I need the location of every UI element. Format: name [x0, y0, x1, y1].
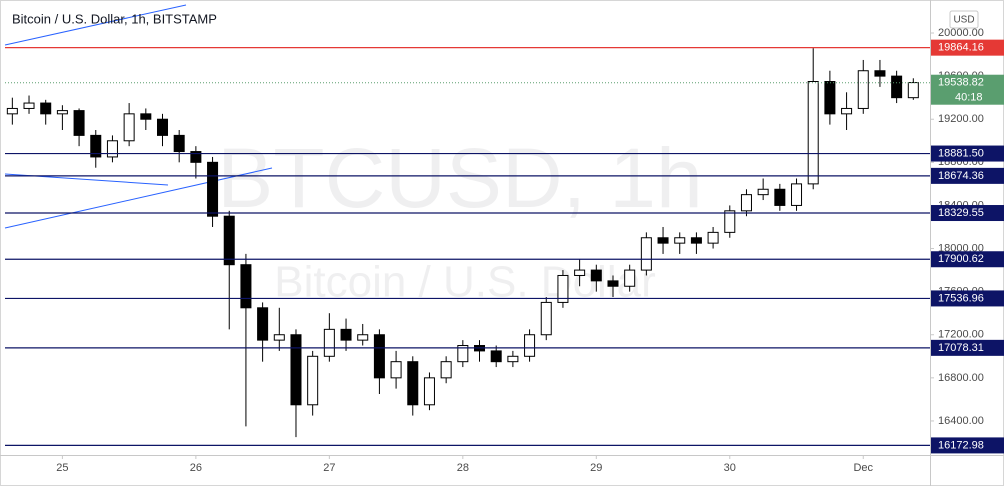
candle-body — [724, 210, 736, 233]
candle-body — [457, 345, 469, 363]
candle-body — [857, 70, 869, 109]
candle-body — [624, 269, 636, 287]
candle-body — [340, 328, 352, 341]
y-tick-label: 17200.00 — [938, 329, 984, 341]
candle-body — [106, 140, 118, 158]
candle-body — [156, 118, 169, 136]
level-label: 18329.55 — [938, 207, 984, 219]
level-label: 17078.31 — [938, 342, 984, 354]
candle-body — [674, 237, 686, 244]
y-tick-label: 19200.00 — [938, 113, 984, 125]
candle-body — [574, 269, 586, 276]
candle-body — [524, 334, 536, 357]
currency-badge[interactable] — [949, 10, 979, 29]
candle-body — [607, 280, 619, 287]
candle-body — [257, 307, 269, 341]
level-label: 19864.16 — [938, 42, 984, 54]
candle-body — [223, 215, 235, 266]
candle-body — [123, 113, 135, 142]
candle-body — [891, 75, 903, 99]
candle-body — [874, 70, 886, 77]
level-label-bg — [931, 339, 1004, 356]
y-tick-label: 20000.00 — [938, 27, 984, 39]
level-label: 17536.96 — [938, 292, 984, 304]
candle-body — [173, 134, 185, 153]
candle-body — [373, 334, 385, 379]
candle-body — [807, 81, 819, 185]
x-tick-label: 27 — [323, 462, 335, 474]
candle-body — [56, 110, 68, 115]
candle-body — [323, 328, 335, 357]
candle-body — [240, 264, 252, 309]
level-label-bg — [931, 290, 1004, 307]
candle-body — [640, 237, 652, 271]
level-label: 17900.62 — [938, 253, 984, 265]
level-label-bg — [931, 251, 1004, 268]
level-label: 18881.50 — [938, 147, 984, 159]
candle-body — [23, 102, 35, 109]
level-label: 16172.98 — [938, 439, 984, 451]
candle-body — [507, 355, 519, 363]
candle-body — [440, 361, 452, 379]
candle-body — [190, 151, 202, 163]
candle-body — [590, 269, 602, 282]
candle-body — [90, 134, 102, 158]
x-tick-label: 25 — [56, 462, 68, 474]
trend-line — [4, 167, 273, 229]
countdown: 40:18 — [955, 92, 983, 104]
candle-body — [390, 361, 402, 379]
x-tick-label: 30 — [724, 462, 736, 474]
x-tick-label: 26 — [190, 462, 202, 474]
x-tick-label: 28 — [457, 462, 469, 474]
candle-body — [307, 355, 319, 406]
chart-title: Bitcoin / U.S. Dollar, 1h, BITSTAMP — [12, 11, 217, 26]
candle-body — [791, 183, 803, 206]
candle-body — [357, 334, 369, 341]
last-price-label: 19538.82 — [938, 77, 984, 89]
watermark: BTCUSD, 1h — [217, 131, 702, 225]
watermark-subtitle: Bitcoin / U.S. Dollar — [274, 258, 655, 307]
candle-body — [73, 110, 85, 136]
level-label-bg — [931, 39, 1004, 56]
candle-body — [490, 350, 502, 363]
candle-body — [423, 377, 435, 406]
currency: USD — [953, 15, 974, 26]
level-label-bg — [931, 437, 1004, 454]
candle-body — [841, 107, 853, 115]
candle-body — [557, 274, 569, 303]
x-tick-label: Dec — [853, 462, 873, 474]
x-tick-label: 29 — [590, 462, 602, 474]
y-tick-label: 16400.00 — [938, 415, 984, 427]
last-price-bg — [931, 74, 1004, 105]
level-label-bg — [931, 145, 1004, 162]
candle-body — [740, 194, 752, 212]
candle-body — [657, 237, 669, 244]
candle-body — [540, 301, 552, 336]
candle-body — [140, 113, 152, 120]
level-label: 18674.36 — [938, 170, 984, 182]
level-label-bg — [931, 167, 1004, 184]
candle-body — [690, 237, 702, 244]
candle-body — [907, 82, 919, 99]
y-tick-label: 16800.00 — [938, 372, 984, 384]
candle-body — [273, 334, 285, 341]
candle-body — [207, 161, 219, 217]
candle-body — [824, 81, 836, 115]
candle-body — [6, 107, 18, 115]
candle-body — [40, 102, 52, 115]
candle-body — [290, 334, 302, 406]
candle-body — [707, 231, 719, 244]
candle-body — [757, 188, 769, 196]
trend-line — [4, 4, 187, 46]
candle-body — [774, 188, 786, 206]
candle-body — [407, 361, 419, 406]
level-label-bg — [931, 205, 1004, 222]
